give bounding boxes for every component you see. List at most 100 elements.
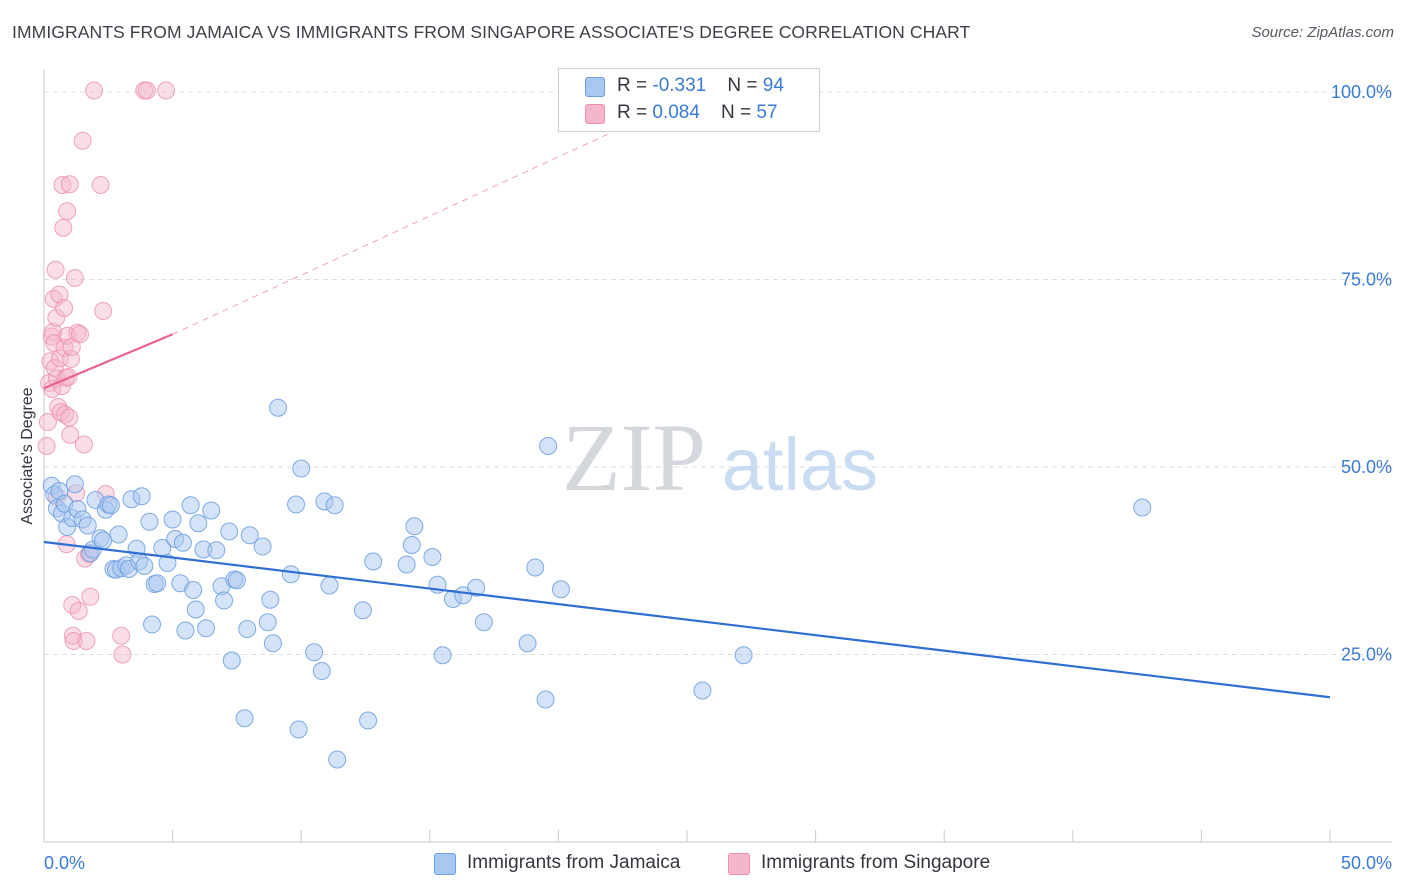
bottom-legend-swatch-singapore bbox=[728, 853, 750, 875]
y-tick-label-75: 75.0% bbox=[1341, 270, 1392, 290]
jamaica-point bbox=[281, 565, 300, 584]
singapore-point bbox=[91, 176, 110, 194]
jamaica-point bbox=[526, 558, 545, 577]
jamaica-point bbox=[467, 578, 486, 597]
singapore-point bbox=[73, 131, 92, 150]
jamaica-point bbox=[518, 634, 537, 653]
jamaica-point bbox=[539, 437, 558, 455]
x-tick-label-min: 0.0% bbox=[44, 853, 85, 873]
singapore-point bbox=[64, 632, 83, 650]
jamaica-point bbox=[207, 541, 226, 560]
jamaica-point bbox=[109, 525, 128, 544]
jamaica-point bbox=[551, 580, 570, 599]
jamaica-point bbox=[227, 571, 246, 590]
singapore-point bbox=[94, 302, 113, 320]
jamaica-point bbox=[1133, 498, 1152, 517]
singapore-point bbox=[47, 308, 66, 327]
jamaica-point bbox=[289, 720, 308, 739]
jamaica-point bbox=[135, 557, 154, 575]
singapore-point bbox=[49, 398, 68, 416]
jamaica-point bbox=[132, 487, 151, 506]
jamaica-point bbox=[176, 621, 195, 640]
singapore-point bbox=[65, 269, 84, 287]
jamaica-point bbox=[173, 533, 192, 552]
tick-labels: 25.0% 50.0% 75.0% 100.0% 0.0% 50.0% bbox=[44, 82, 1392, 873]
singapore-point bbox=[61, 425, 80, 444]
jamaica-point bbox=[94, 531, 113, 550]
singapore-point bbox=[137, 81, 156, 100]
jamaica-point bbox=[734, 646, 753, 665]
jamaica-point bbox=[143, 615, 162, 634]
jamaica-point bbox=[148, 574, 167, 593]
singapore-point bbox=[53, 176, 72, 194]
singapore-point bbox=[58, 202, 77, 221]
jamaica-point bbox=[433, 646, 452, 665]
singapore-point bbox=[46, 260, 65, 279]
jamaica-point bbox=[364, 552, 383, 571]
jamaica-point bbox=[163, 510, 182, 529]
singapore-point bbox=[63, 626, 82, 645]
jamaica-point bbox=[101, 496, 120, 515]
singapore-point bbox=[85, 81, 104, 100]
bottom-legend-label-jamaica: Immigrants from Jamaica bbox=[467, 852, 681, 873]
jamaica-point bbox=[197, 619, 216, 638]
watermark: ZIP atlas bbox=[562, 404, 878, 511]
bottom-legend-swatch-jamaica bbox=[434, 853, 456, 875]
singapore-point bbox=[38, 413, 57, 431]
jamaica-point bbox=[397, 555, 416, 574]
correlation-legend: R = -0.331 N = 94 R = 0.084 N = 57 bbox=[558, 68, 820, 132]
jamaica-point bbox=[184, 581, 203, 599]
jamaica-point bbox=[140, 512, 159, 531]
jamaica-point bbox=[253, 537, 272, 556]
jamaica-point bbox=[222, 651, 241, 670]
jamaica-point bbox=[215, 591, 234, 610]
bottom-legend-label-singapore: Immigrants from Singapore bbox=[761, 852, 991, 873]
jamaica-point bbox=[312, 662, 331, 680]
trend-lines bbox=[43, 132, 1331, 699]
singapore-point bbox=[43, 380, 62, 398]
jamaica-point bbox=[287, 495, 306, 514]
y-tick-label-50: 50.0% bbox=[1341, 457, 1392, 477]
jamaica-point bbox=[220, 522, 239, 541]
jamaica-point bbox=[189, 514, 208, 533]
jamaica-point bbox=[325, 496, 344, 515]
singapore-point bbox=[55, 338, 74, 357]
legend-swatch-singapore bbox=[585, 104, 605, 124]
y-tick-label-25: 25.0% bbox=[1341, 645, 1392, 665]
chart-title: IMMIGRANTS FROM JAMAICA VS IMMIGRANTS FR… bbox=[12, 22, 971, 42]
jamaica-point bbox=[320, 576, 339, 595]
jamaica-point bbox=[202, 501, 221, 520]
singapore-trend-extension bbox=[172, 132, 611, 335]
singapore-point bbox=[54, 218, 73, 237]
jamaica-point bbox=[423, 548, 442, 566]
jamaica-point bbox=[238, 620, 257, 638]
jamaica-point bbox=[186, 600, 205, 619]
grid-lines bbox=[44, 91, 1392, 655]
legend-text-jamaica: R = -0.331 N = 94 bbox=[617, 75, 784, 96]
jamaica-point bbox=[474, 613, 493, 632]
jamaica-trend-line bbox=[43, 540, 1331, 699]
jamaica-point bbox=[693, 681, 712, 700]
jamaica-points bbox=[42, 398, 1152, 769]
jamaica-point bbox=[353, 601, 372, 620]
jamaica-point bbox=[78, 516, 97, 535]
y-tick-label-100: 100.0% bbox=[1331, 82, 1392, 102]
singapore-point bbox=[60, 408, 79, 427]
singapore-point bbox=[71, 325, 90, 344]
singapore-point bbox=[74, 435, 93, 454]
jamaica-point bbox=[305, 643, 324, 662]
singapore-point bbox=[60, 175, 79, 194]
singapore-point bbox=[113, 645, 132, 664]
source-credit: Source: ZipAtlas.com bbox=[1251, 24, 1394, 41]
jamaica-point bbox=[402, 536, 421, 554]
singapore-trend-line bbox=[43, 333, 174, 390]
watermark-zip: ZIP bbox=[562, 404, 706, 511]
singapore-point bbox=[77, 632, 96, 650]
jamaica-point bbox=[240, 526, 259, 545]
jamaica-point bbox=[536, 690, 555, 709]
watermark-atlas: atlas bbox=[722, 423, 878, 506]
jamaica-point bbox=[263, 634, 282, 653]
jamaica-point bbox=[65, 475, 84, 494]
legend-swatch-jamaica bbox=[585, 77, 605, 97]
